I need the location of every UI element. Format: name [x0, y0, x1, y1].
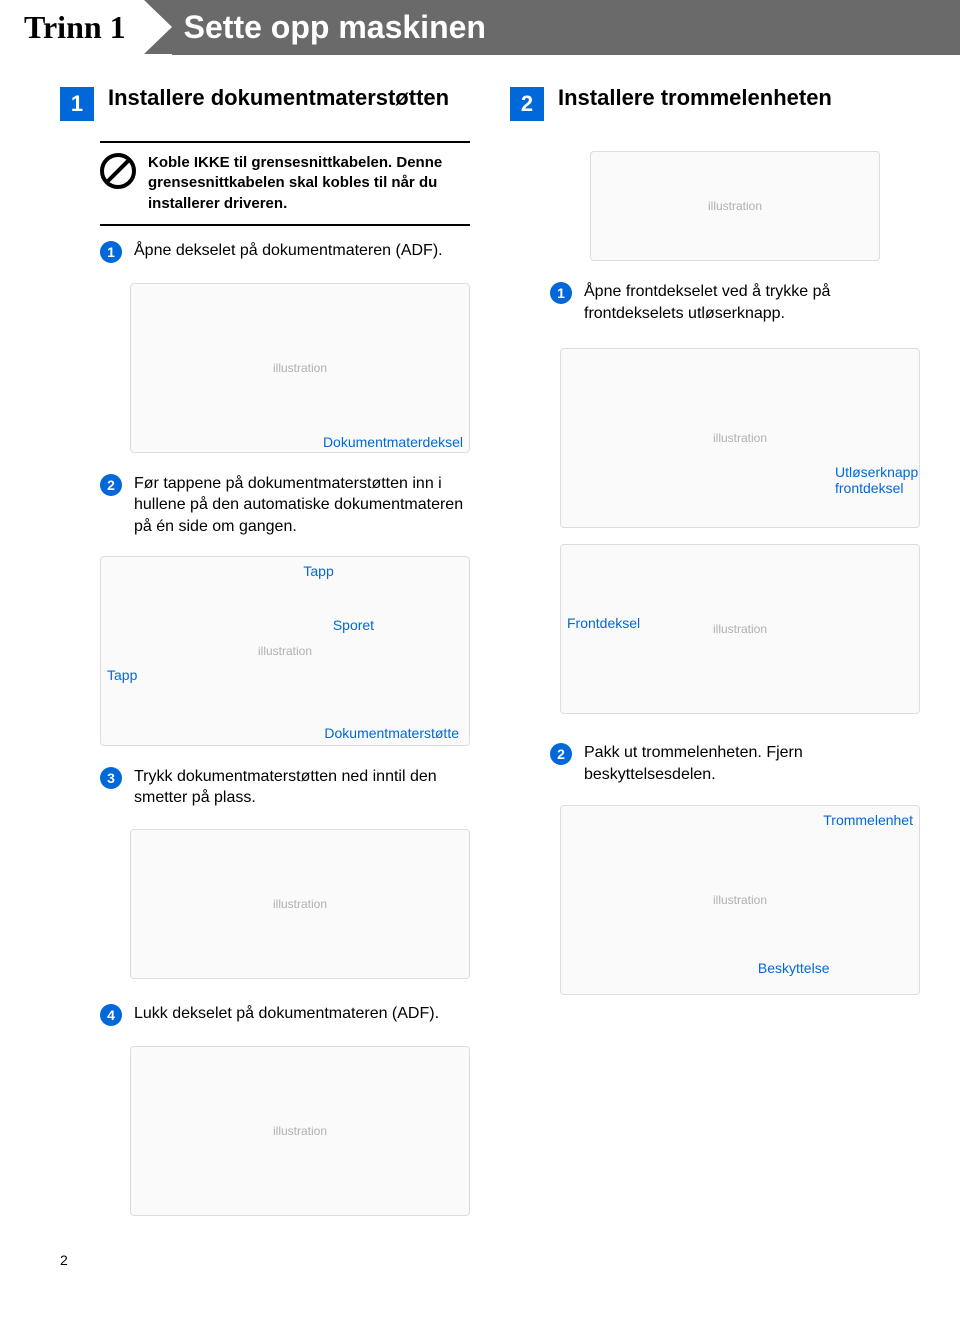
content-area: 1 Installere dokumentmaterstøtten Koble …: [0, 55, 960, 1252]
section-heading-1: 1 Installere dokumentmaterstøtten: [60, 85, 470, 121]
callout-label: Dokumentmaterstøtte: [324, 725, 459, 741]
right-column: 2 Installere trommelenheten illustration…: [510, 85, 920, 1222]
step-badge: Trinn 1: [0, 0, 144, 55]
figure-label: illustration: [273, 897, 327, 911]
step-arrow-icon: [144, 0, 172, 54]
step-item: 2 Pakk ut trommelenheten. Fjern beskytte…: [550, 742, 920, 785]
callout-label: Tapp: [107, 667, 137, 683]
step-number-badge: 1: [100, 241, 122, 263]
step-item: 3 Trykk dokumentmaterstøtten ned inntil …: [100, 766, 470, 809]
figure-tabs: illustration Tapp Sporet Tapp Dokumentma…: [100, 556, 470, 746]
step-text: Lukk dekselet på dokumentmateren (ADF).: [134, 1003, 439, 1025]
step-number-badge: 3: [100, 767, 122, 789]
figure-cable-prohibit: illustration: [590, 151, 880, 261]
figure-close-cover: illustration: [130, 1046, 470, 1216]
section-number-badge: 1: [60, 87, 94, 121]
callout-label: Sporet: [333, 617, 374, 633]
figure-label: illustration: [713, 431, 767, 445]
figure-drum-unit: illustration Trommelenhet Beskyttelse: [560, 805, 920, 995]
notice-text: Koble IKKE til grensesnittkabelen. Denne…: [148, 153, 462, 214]
step-text: Pakk ut trommelenheten. Fjern beskyttels…: [584, 742, 920, 785]
step-text: Åpne dekselet på dokumentmateren (ADF).: [134, 240, 443, 262]
step-text: Åpne frontdekselet ved å trykke på front…: [584, 281, 920, 324]
step-number-badge: 4: [100, 1004, 122, 1026]
section-number-badge: 2: [510, 87, 544, 121]
page-header: Trinn 1 Sette opp maskinen: [0, 0, 960, 55]
figure-label: illustration: [708, 199, 762, 213]
figure-label: illustration: [273, 1124, 327, 1138]
figure-label: illustration: [713, 622, 767, 636]
callout-label: Dokumentmaterdeksel: [323, 434, 463, 450]
callout-label: Utløserknapp frontdeksel: [835, 464, 925, 498]
callout-label: Trommelenhet: [823, 812, 913, 828]
step-item: 4 Lukk dekselet på dokumentmateren (ADF)…: [100, 1003, 470, 1026]
figure-release-button: illustration Utløserknapp frontdeksel: [560, 348, 920, 528]
step-text: Trykk dokumentmaterstøtten ned inntil de…: [134, 766, 470, 809]
warning-notice: Koble IKKE til grensesnittkabelen. Denne…: [100, 141, 470, 226]
left-column: 1 Installere dokumentmaterstøtten Koble …: [60, 85, 470, 1222]
step-number-badge: 2: [550, 743, 572, 765]
step-item: 1 Åpne dekselet på dokumentmateren (ADF)…: [100, 240, 470, 263]
step-text: Før tappene på dokumentmaterstøtten inn …: [134, 473, 470, 538]
page-number: 2: [0, 1252, 960, 1288]
prohibit-icon: [100, 153, 136, 189]
step-item: 2 Før tappene på dokumentmaterstøtten in…: [100, 473, 470, 538]
step-item: 1 Åpne frontdekselet ved å trykke på fro…: [550, 281, 920, 324]
callout-label: Beskyttelse: [758, 960, 830, 976]
section-title: Installere trommelenheten: [558, 85, 832, 111]
figure-label: illustration: [713, 893, 767, 907]
figure-label: illustration: [273, 361, 327, 375]
step-number-badge: 2: [100, 474, 122, 496]
figure-front-cover: illustration Frontdeksel: [560, 544, 920, 714]
callout-label: Frontdeksel: [567, 615, 640, 631]
callout-label: Tapp: [303, 563, 333, 579]
figure-adf-cover: illustration Dokumentmaterdeksel: [130, 283, 470, 453]
step-number-badge: 1: [550, 282, 572, 304]
section-title: Installere dokumentmaterstøtten: [108, 85, 449, 111]
figure-press-down: illustration: [130, 829, 470, 979]
page-title: Sette opp maskinen: [172, 0, 960, 55]
figure-label: illustration: [258, 644, 312, 658]
section-heading-2: 2 Installere trommelenheten: [510, 85, 920, 121]
